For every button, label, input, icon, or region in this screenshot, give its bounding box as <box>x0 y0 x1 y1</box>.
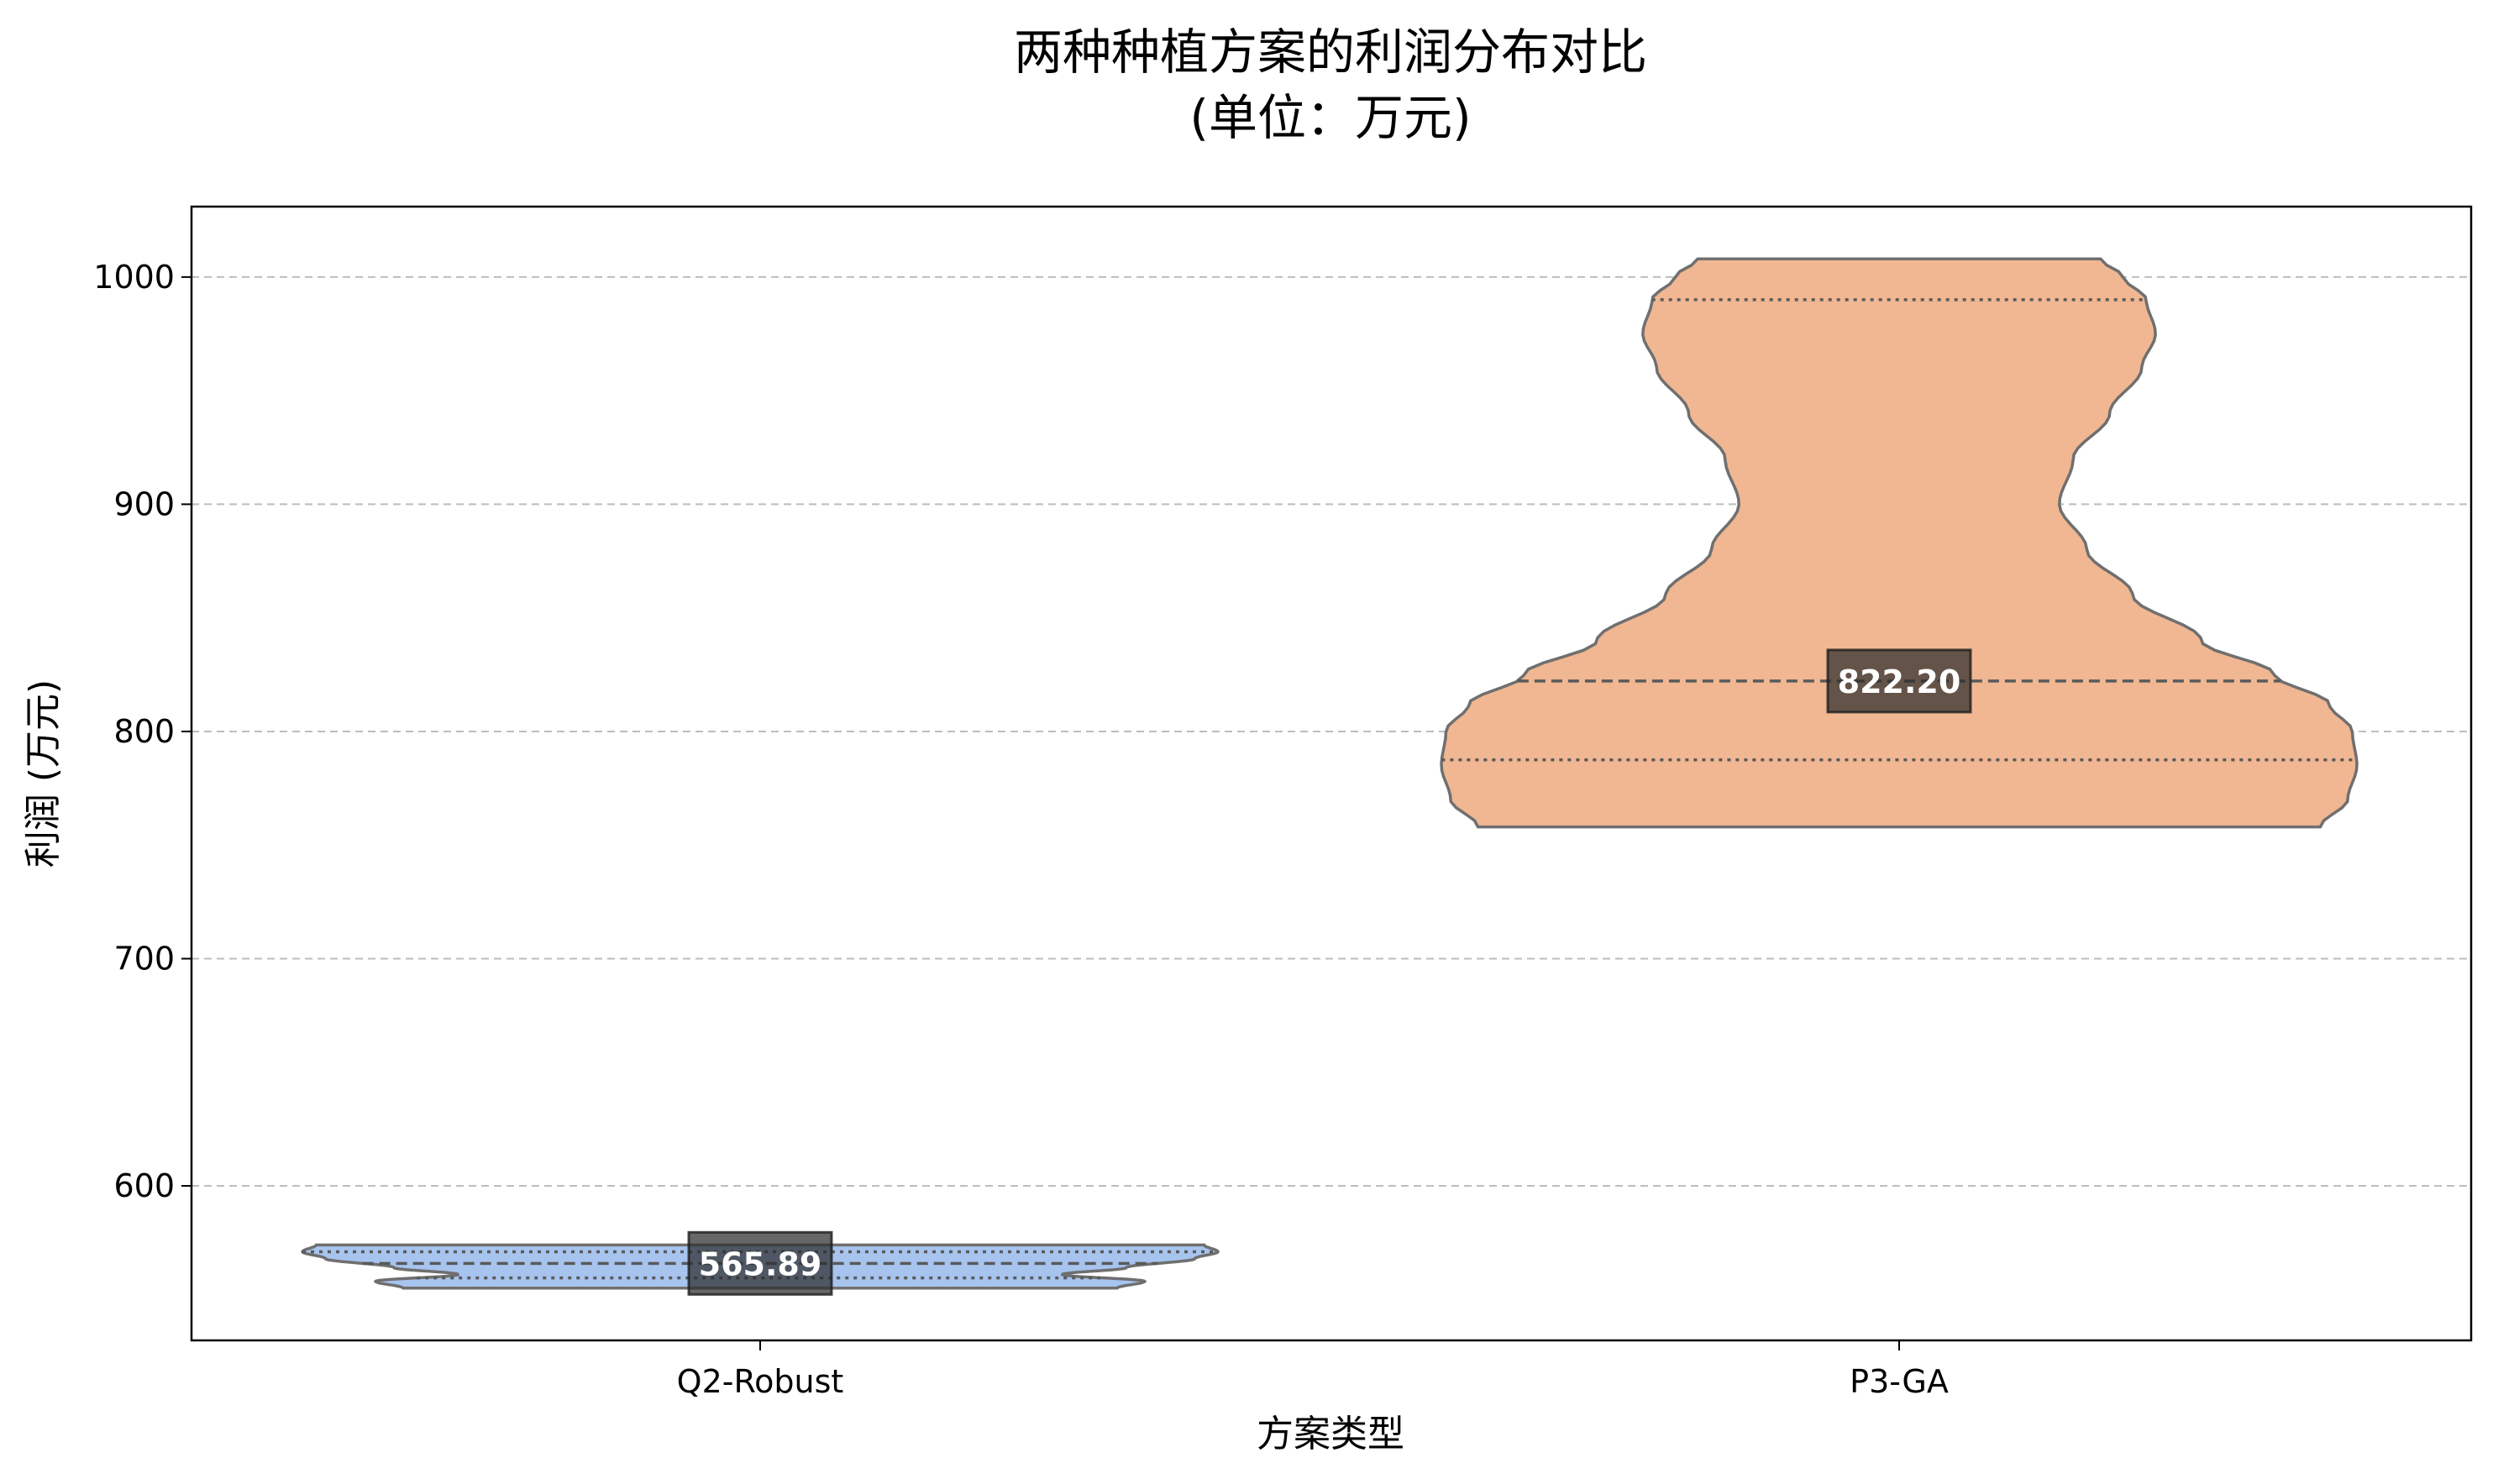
median-value-label: 565.89 <box>699 1245 822 1282</box>
x-axis-label: 方案类型 <box>1257 1413 1404 1455</box>
median-value-label: 822.20 <box>1838 663 1961 700</box>
x-tick-label: Q2-Robust <box>677 1363 844 1400</box>
x-tick-label: P3-GA <box>1850 1363 1949 1400</box>
y-tick-label: 1000 <box>93 259 175 296</box>
chart-title: 两种种植方案的利润分布对比 <box>1014 24 1647 81</box>
median-value-box <box>687 1230 833 1296</box>
median-value-box <box>1826 648 1972 714</box>
axes: 600 700 800 900 1000 Q2-Robust P3-GA <box>93 259 1949 1400</box>
violin-body <box>1440 257 2359 829</box>
plot-area-frame <box>190 205 2473 1342</box>
y-axis-label: 利润 (万元) <box>22 679 65 868</box>
y-tick-label: 600 <box>113 1167 175 1204</box>
violins: 565.89 822.20 <box>301 257 2359 1296</box>
y-tick-label: 800 <box>113 713 175 750</box>
y-tick-label: 700 <box>113 940 175 977</box>
grid-lines <box>192 275 2471 1188</box>
y-tick-label: 900 <box>113 485 175 522</box>
chart-subtitle: (单位：万元) <box>1189 89 1471 146</box>
